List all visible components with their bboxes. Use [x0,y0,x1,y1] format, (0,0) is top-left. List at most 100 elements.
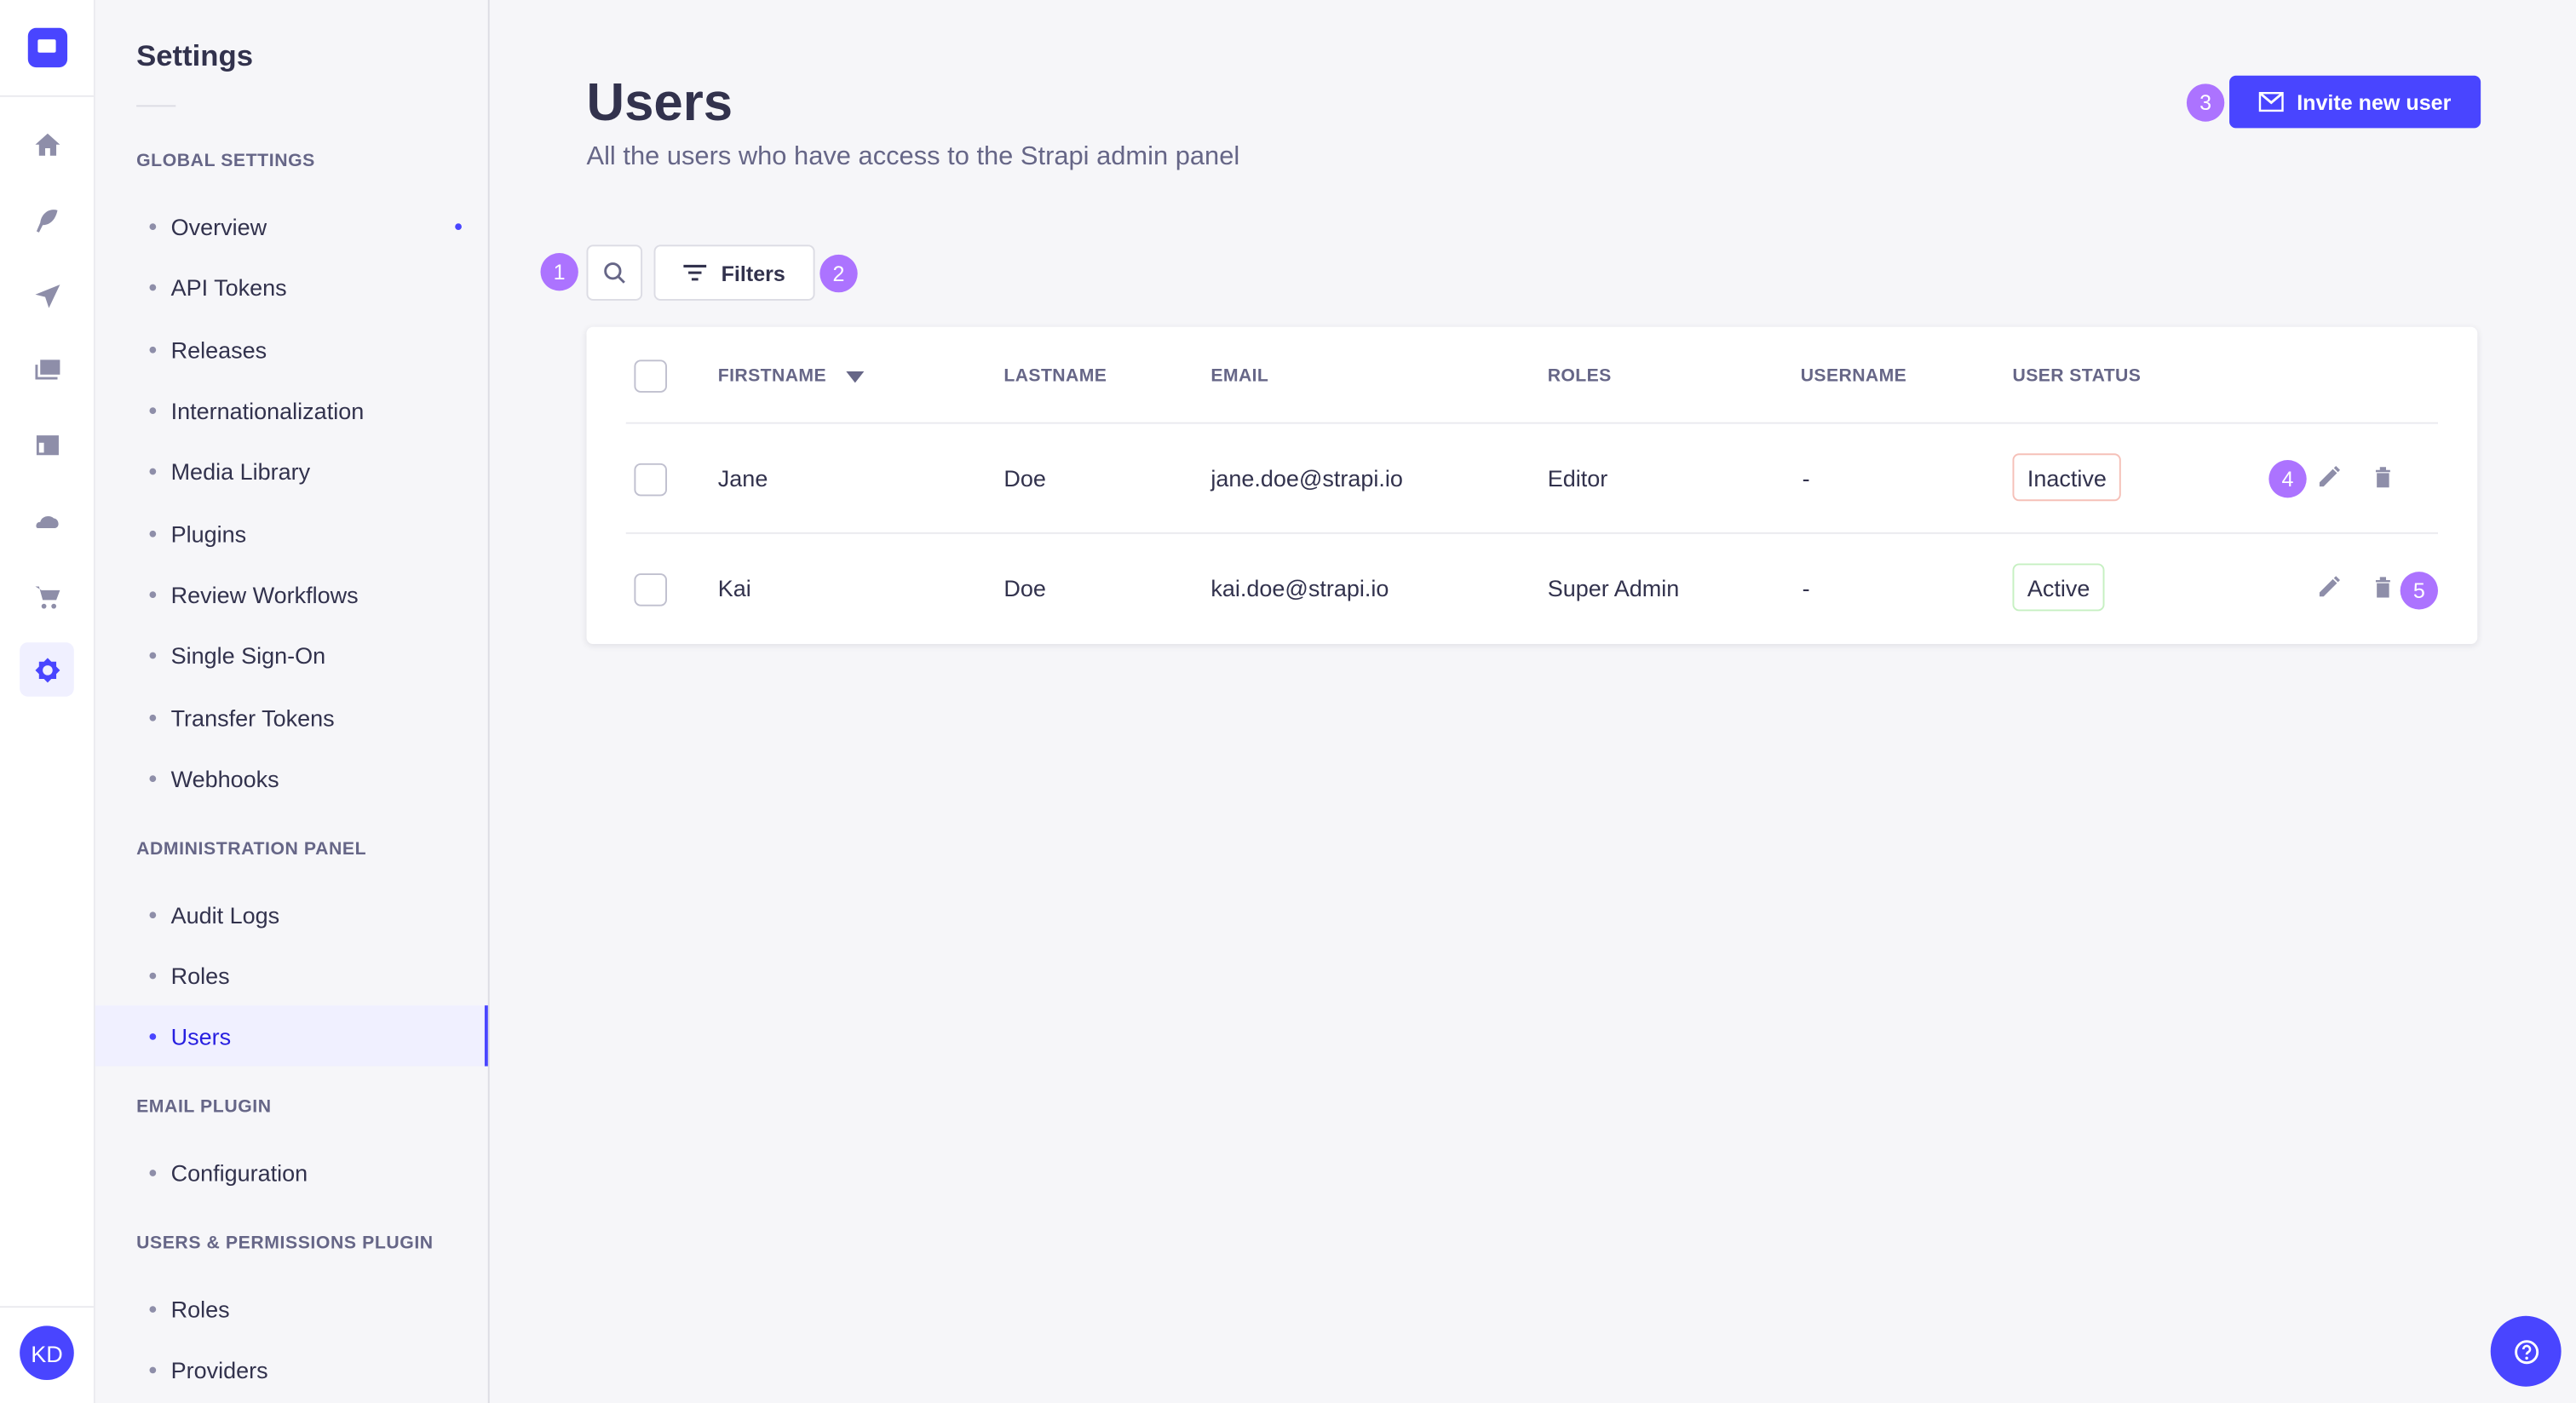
trash-icon[interactable] [2371,575,2395,608]
annotation-badge: 1 [540,252,578,291]
cell-firstname: Kai [717,574,751,601]
new-indicator [455,222,462,230]
sidebar-item-transfer-tokens[interactable]: Transfer Tokens [95,687,488,747]
status-badge-inactive: Inactive [2012,453,2122,502]
help-icon [2514,1339,2539,1364]
page-title: Users [586,72,733,132]
cell-username: - [1802,464,1810,492]
sidebar-item-label: Single Sign-On [170,641,326,668]
sidebar-item-label: Review Workflows [170,580,359,607]
annotation-badge: 4 [2268,459,2307,498]
help-button[interactable] [2490,1315,2562,1387]
sidebar-item-providers[interactable]: Providers [95,1339,488,1400]
sidebar-item-label: Roles [170,962,230,989]
sidebar-item-label: Webhooks [170,764,279,791]
strapi-logo[interactable] [27,27,68,68]
sidebar-item-label: API Tokens [170,273,287,300]
main-content: Users All the users who have access to t… [490,0,2576,1403]
edit-icon[interactable] [2316,465,2341,498]
status-badge-active: Active [2012,563,2105,612]
sidebar-item-audit-logs[interactable]: Audit Logs [95,884,488,945]
cell-email: kai.doe@strapi.io [1210,574,1389,601]
users-table: FIRSTNAME LASTNAME EMAIL ROLES USERNAME … [586,326,2478,644]
invite-label: Invite new user [2297,89,2452,115]
sidebar-item-configuration[interactable]: Configuration [95,1141,488,1202]
envelope-icon [2258,91,2284,112]
settings-sidebar: Settings GLOBAL SETTINGS Overview API To… [95,0,490,1403]
section-email-plugin: EMAIL PLUGIN [136,1097,272,1118]
cell-firstname: Jane [717,464,768,492]
cart-icon[interactable] [20,568,74,623]
column-header-email[interactable]: EMAIL [1210,366,1269,387]
divider [0,95,94,97]
sidebar-item-overview[interactable]: Overview [95,195,488,256]
sidebar-item-label: Audit Logs [170,900,280,928]
main-nav-rail: KD [0,0,95,1403]
settings-icon[interactable] [20,642,74,697]
section-administration-panel: ADMINISTRATION PANEL [136,839,367,860]
sidebar-item-label: Transfer Tokens [170,704,335,731]
sidebar-item-label: Providers [170,1356,268,1383]
sidebar-item-sso[interactable]: Single Sign-On [95,624,488,685]
sidebar-item-review-workflows[interactable]: Review Workflows [95,563,488,624]
edit-icon[interactable] [2316,575,2341,608]
home-icon[interactable] [20,117,74,171]
cell-roles: Editor [1547,464,1608,492]
trash-icon[interactable] [2371,465,2395,498]
sidebar-item-roles[interactable]: Roles [95,945,488,1005]
divider [625,532,2438,534]
sidebar-item-webhooks[interactable]: Webhooks [95,747,488,808]
cell-username: - [1802,574,1810,601]
paper-plane-icon[interactable] [20,267,74,322]
media-library-icon[interactable] [20,342,74,396]
sort-down-icon[interactable] [846,370,865,382]
cell-lastname: Doe [1003,574,1046,601]
sidebar-item-users[interactable]: Users [95,1005,488,1067]
sidebar-item-label: Overview [170,212,267,239]
user-avatar[interactable]: KD [20,1325,74,1380]
sidebar-item-internationalization[interactable]: Internationalization [95,379,488,440]
sidebar-item-label: Users [170,1022,232,1049]
cell-lastname: Doe [1003,464,1046,492]
sidebar-item-api-tokens[interactable]: API Tokens [95,256,488,317]
sidebar-item-label: Plugins [170,520,247,547]
page-subtitle: All the users who have access to the Str… [586,142,1240,171]
column-header-roles: ROLES [1547,366,1612,387]
select-all-checkbox[interactable] [634,359,667,393]
column-header-lastname[interactable]: LASTNAME [1003,366,1107,387]
annotation-badge: 3 [2186,83,2225,122]
sidebar-item-label: Roles [170,1295,230,1322]
cell-email: jane.doe@strapi.io [1210,464,1403,492]
annotation-badge: 5 [2400,572,2438,610]
filters-label: Filters [721,260,785,285]
sidebar-item-up-roles[interactable]: Roles [95,1278,488,1338]
sidebar-item-label: Configuration [170,1159,308,1186]
section-global-settings: GLOBAL SETTINGS [136,151,315,171]
search-icon [604,262,625,284]
filters-button[interactable]: Filters [653,244,815,301]
sidebar-item-label: Media Library [170,457,311,484]
sidebar-item-media-library[interactable]: Media Library [95,440,488,501]
column-header-user-status: USER STATUS [2012,366,2142,387]
row-checkbox[interactable] [634,463,667,497]
filter-icon [683,264,707,281]
cell-roles: Super Admin [1547,574,1680,601]
cloud-icon[interactable] [20,493,74,548]
section-users-permissions: USERS & PERMISSIONS PLUGIN [136,1233,434,1254]
divider [136,105,176,107]
sidebar-item-label: Internationalization [170,396,365,423]
divider [625,422,2438,424]
search-button[interactable] [586,244,643,301]
row-checkbox[interactable] [634,573,667,607]
layout-icon[interactable] [20,417,74,472]
annotation-badge: 2 [819,254,858,293]
sidebar-item-label: Releases [170,336,267,363]
sidebar-title: Settings [136,39,254,72]
divider [0,1306,94,1308]
sidebar-item-plugins[interactable]: Plugins [95,503,488,563]
feather-icon[interactable] [20,193,74,247]
column-header-username[interactable]: USERNAME [1800,366,1907,387]
invite-user-button[interactable]: Invite new user [2229,75,2481,129]
column-header-firstname[interactable]: FIRSTNAME [718,363,865,389]
sidebar-item-releases[interactable]: Releases [95,319,488,379]
